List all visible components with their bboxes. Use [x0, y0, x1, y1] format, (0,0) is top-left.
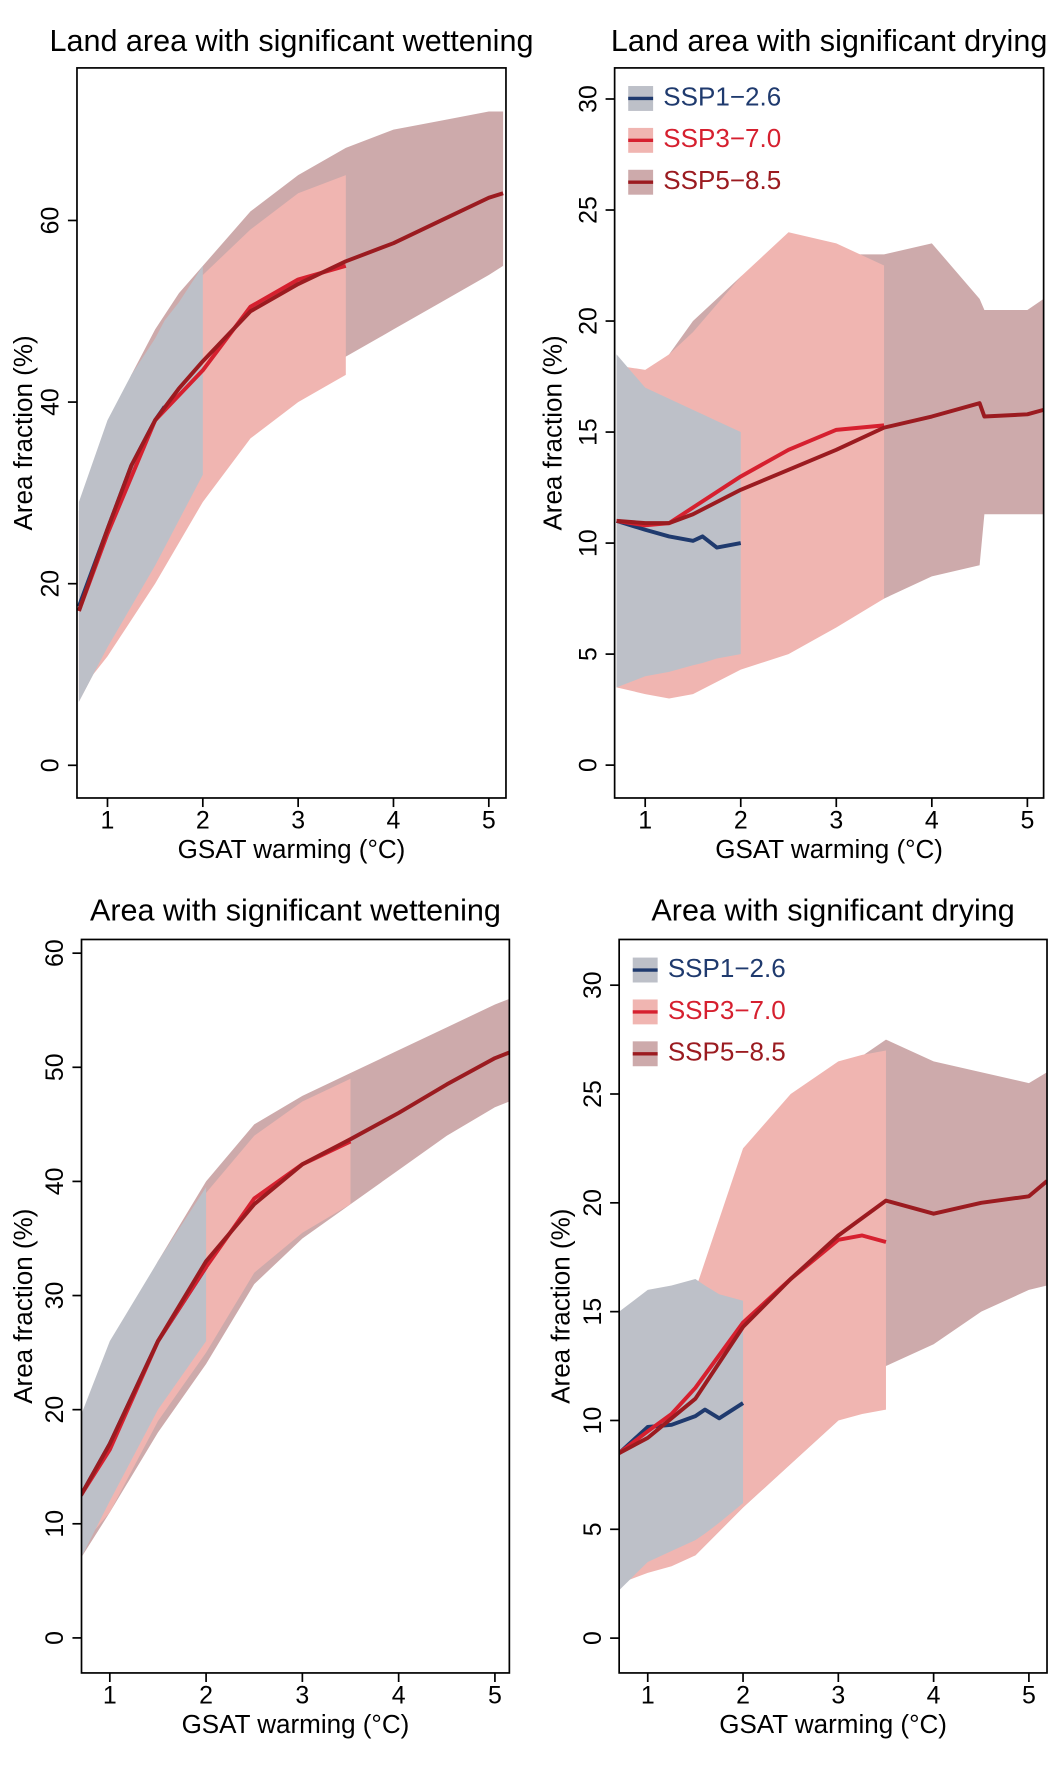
y-axis-label: Area fraction (%) — [8, 1209, 38, 1404]
x-tick-label: 1 — [638, 806, 652, 834]
chart-title: Area with significant drying — [651, 893, 1014, 927]
plot-frame — [618, 938, 1048, 1674]
y-axis-label: Area fraction (%) — [8, 335, 38, 530]
chart-title: Land area with significant wettening — [49, 24, 533, 58]
x-axis-label: GSAT warming (°C) — [178, 834, 406, 864]
series-line — [619, 1401, 745, 1455]
x-axis-label: GSAT warming (°C) — [715, 834, 943, 864]
y-tick-label: 5 — [579, 1522, 607, 1536]
x-axis-label: GSAT warming (°C) — [182, 1709, 410, 1739]
panel: 1 2 3 4 5 0 20 40 60 Land area with significant w… — [8, 24, 534, 864]
y-tick-label: 30 — [579, 971, 607, 999]
y-tick-label: 10 — [579, 1407, 607, 1435]
legend-label: SSP3−7.0 — [668, 995, 786, 1025]
plot-frame — [613, 67, 1045, 799]
y-tick-label: 20 — [41, 1396, 69, 1424]
y-tick-label: 40 — [37, 388, 65, 416]
y-tick-label: 10 — [574, 529, 602, 557]
range-band — [81, 1078, 351, 1546]
range-band — [78, 265, 203, 702]
x-tick-label: 4 — [387, 806, 401, 834]
y-tick-label: 25 — [574, 196, 602, 224]
plot-area — [77, 111, 504, 702]
x-tick-label: 1 — [101, 806, 115, 834]
x-tick-label: 2 — [734, 806, 748, 834]
series-line — [77, 191, 504, 612]
y-tick-label: 20 — [37, 570, 65, 598]
y-tick-label: 0 — [37, 758, 65, 772]
legend: SSP1−2.6 SSP3−7.0 SSP5−8.5 — [632, 953, 786, 1067]
x-tick-label: 3 — [831, 1681, 845, 1709]
legend-label: SSP5−8.5 — [663, 165, 781, 195]
x-tick-label: 4 — [927, 1681, 941, 1709]
y-tick-label: 30 — [574, 85, 602, 113]
y-tick-label: 60 — [37, 207, 65, 235]
y-tick-label: 15 — [574, 418, 602, 446]
plot-area — [81, 998, 510, 1558]
plot-frame — [80, 938, 511, 1674]
x-tick-label: 2 — [736, 1681, 750, 1709]
y-axis-label: Area fraction (%) — [545, 1209, 575, 1404]
range-band — [619, 1279, 744, 1591]
legend-label: SSP1−2.6 — [668, 953, 786, 983]
range-band — [81, 998, 510, 1558]
x-tick-label: 4 — [392, 1681, 406, 1709]
series-line — [616, 401, 1044, 526]
x-tick-label: 5 — [488, 1681, 502, 1709]
y-tick-label: 15 — [579, 1298, 607, 1326]
range-band — [78, 111, 504, 702]
panel: 1 2 3 4 5 0 5 10 15 20 25 30 Land area with signific… — [538, 24, 1048, 864]
x-tick-label: 1 — [641, 1681, 655, 1709]
y-tick-label: 60 — [41, 939, 69, 967]
series-line — [615, 518, 742, 550]
series-line — [619, 1179, 1048, 1455]
y-axis-label: Area fraction (%) — [538, 335, 568, 530]
x-tick-label: 3 — [291, 806, 305, 834]
panel: 1 2 3 4 5 0 5 10 15 20 25 30 Area with significant d… — [545, 893, 1048, 1739]
x-tick-label: 2 — [199, 1681, 213, 1709]
y-tick-label: 20 — [574, 307, 602, 335]
y-tick-label: 25 — [579, 1080, 607, 1108]
x-tick-label: 5 — [1020, 806, 1034, 834]
legend: SSP1−2.6 SSP3−7.0 SSP5−8.5 — [628, 81, 781, 195]
x-tick-label: 3 — [295, 1681, 309, 1709]
x-tick-label: 1 — [103, 1681, 117, 1709]
legend-label: SSP5−8.5 — [668, 1037, 786, 1067]
legend-label: SSP3−7.0 — [663, 123, 781, 153]
y-tick-label: 5 — [574, 647, 602, 661]
x-axis-label: GSAT warming (°C) — [719, 1709, 947, 1739]
x-tick-label: 2 — [196, 806, 210, 834]
series-line — [81, 1050, 510, 1497]
chart-title: Area with significant wettening — [90, 893, 501, 927]
chart-title: Land area with significant drying — [611, 24, 1047, 58]
x-tick-label: 3 — [829, 806, 843, 834]
x-tick-label: 5 — [482, 806, 496, 834]
y-tick-label: 10 — [41, 1510, 69, 1538]
y-tick-label: 40 — [41, 1168, 69, 1196]
y-tick-label: 30 — [41, 1282, 69, 1310]
x-tick-label: 5 — [1022, 1681, 1036, 1709]
legend-label: SSP1−2.6 — [663, 81, 781, 111]
plot-area — [615, 232, 1044, 699]
series-line — [619, 1233, 887, 1455]
y-tick-label: 20 — [579, 1189, 607, 1217]
plot-area — [619, 1039, 1048, 1591]
x-tick-label: 4 — [925, 806, 939, 834]
y-tick-label: 0 — [579, 1631, 607, 1645]
y-tick-label: 50 — [41, 1053, 69, 1081]
y-tick-label: 0 — [574, 758, 602, 772]
plot-frame — [76, 67, 507, 799]
y-tick-label: 0 — [41, 1631, 69, 1645]
